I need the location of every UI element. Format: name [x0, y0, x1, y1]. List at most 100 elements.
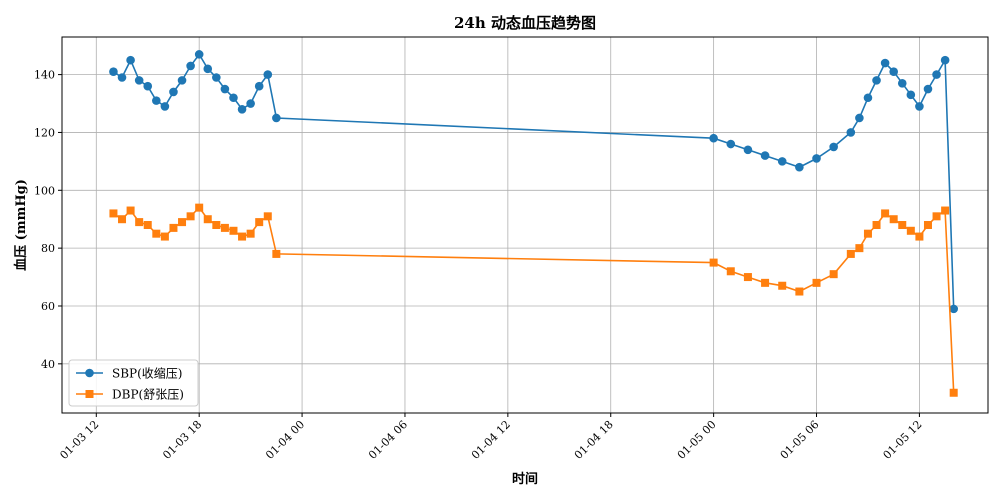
series-1-point — [923, 84, 933, 94]
series-1-point — [846, 128, 856, 137]
x-tick-label: 01-05 00 — [675, 418, 719, 462]
legend-label: DBP(舒张压) — [112, 388, 184, 402]
x-tick-label: 01-04 12 — [469, 418, 513, 462]
series-1-point — [863, 93, 873, 103]
series-1-point — [212, 73, 221, 82]
series-1-point — [220, 84, 230, 94]
series-2-point — [795, 287, 804, 296]
legend: SBP(收缩压) DBP(舒张压) — [68, 359, 199, 407]
series-2-point — [152, 229, 161, 238]
series-1-point — [932, 70, 941, 79]
series-1-point — [186, 61, 195, 71]
series-1-point — [906, 90, 916, 100]
series-2-point — [109, 209, 118, 218]
legend-marker-square — [85, 390, 94, 398]
series-2-point — [709, 258, 718, 267]
legend-items: SBP(收缩压) DBP(舒张压) — [76, 366, 184, 402]
series-1-point — [152, 96, 161, 105]
series-2-point — [726, 267, 735, 276]
series-2-point — [872, 221, 881, 229]
series-line-1 — [112, 52, 955, 309]
series-1-point — [272, 113, 281, 123]
y-tick-label: 100 — [34, 184, 55, 197]
x-tick-label: 01-03 18 — [160, 418, 204, 462]
series-layer — [109, 50, 959, 397]
series-2-point — [169, 223, 178, 232]
series-2-point — [118, 215, 127, 224]
series-1-point — [726, 139, 736, 149]
series-1-point — [777, 157, 787, 166]
series-1-point — [897, 78, 907, 88]
series-2-point — [229, 226, 238, 235]
series-1-point — [709, 133, 718, 143]
series-1-point — [829, 142, 838, 152]
series-2-point — [186, 212, 195, 221]
series-2-point — [846, 249, 855, 258]
series-1-point — [177, 76, 187, 85]
x-tick-label: 01-03 12 — [57, 418, 101, 462]
plot-frame — [61, 36, 989, 414]
series-2-point — [220, 223, 229, 232]
series-2-point — [203, 215, 212, 224]
x-tick-label: 01-04 18 — [572, 418, 616, 462]
series-2-point — [135, 218, 144, 227]
series-1-point — [134, 76, 144, 85]
x-tick-label: 01-04 06 — [366, 418, 410, 462]
series-1-point — [194, 50, 204, 59]
series-1-point — [254, 81, 264, 91]
series-2-point — [195, 203, 204, 212]
series-2-point — [263, 212, 272, 221]
series-1-point — [203, 64, 213, 74]
series-2-point — [743, 273, 752, 282]
series-1-point — [169, 87, 178, 97]
series-2-point — [778, 281, 787, 290]
y-tick-label: 60 — [41, 300, 55, 313]
x-tick-label: 01-04 00 — [263, 418, 307, 462]
series-2-point — [812, 278, 821, 287]
x-tick-label: 01-05 12 — [881, 418, 925, 462]
series-1-point — [229, 93, 238, 103]
series-1-point — [880, 58, 890, 68]
series-2-point — [829, 270, 838, 279]
series-2-point — [941, 206, 950, 215]
series-2-point — [143, 221, 152, 229]
series-2-point — [160, 232, 169, 241]
series-2-point — [126, 206, 135, 215]
x-axis-title: 时间 — [512, 471, 538, 487]
series-1-point — [812, 154, 821, 163]
y-axis-title: 血压 (mmHg) — [13, 179, 29, 271]
series-2-point — [178, 218, 187, 227]
series-2-point — [255, 218, 264, 227]
series-1-point — [246, 99, 255, 108]
series-1-point — [872, 76, 881, 85]
series-1-point — [889, 67, 898, 77]
series-2-point — [855, 244, 864, 253]
series-2-point — [889, 215, 898, 224]
series-2-point — [238, 232, 247, 241]
series-1-point — [915, 102, 924, 111]
series-2-point — [761, 278, 770, 287]
series-1-point — [237, 105, 247, 114]
series-1-point — [940, 55, 950, 65]
series-2-point — [949, 388, 958, 397]
series-2-point — [923, 221, 932, 229]
y-tick-label: 80 — [41, 242, 55, 255]
legend-marker-circle — [85, 368, 94, 378]
series-2-point — [212, 221, 221, 229]
grid — [62, 37, 988, 413]
series-1-point — [855, 113, 864, 123]
series-2-point — [863, 229, 872, 238]
y-tick-label: 120 — [34, 126, 55, 139]
series-1-point — [126, 55, 135, 65]
series-2-point — [906, 226, 915, 235]
series-2-point — [932, 212, 941, 221]
series-1-point — [117, 73, 127, 82]
series-1-point — [109, 67, 118, 77]
series-2-point — [246, 229, 255, 238]
series-2-point — [898, 221, 907, 229]
y-tick-label: 40 — [41, 358, 55, 371]
series-1-point — [160, 102, 170, 111]
series-1-point — [760, 151, 770, 160]
